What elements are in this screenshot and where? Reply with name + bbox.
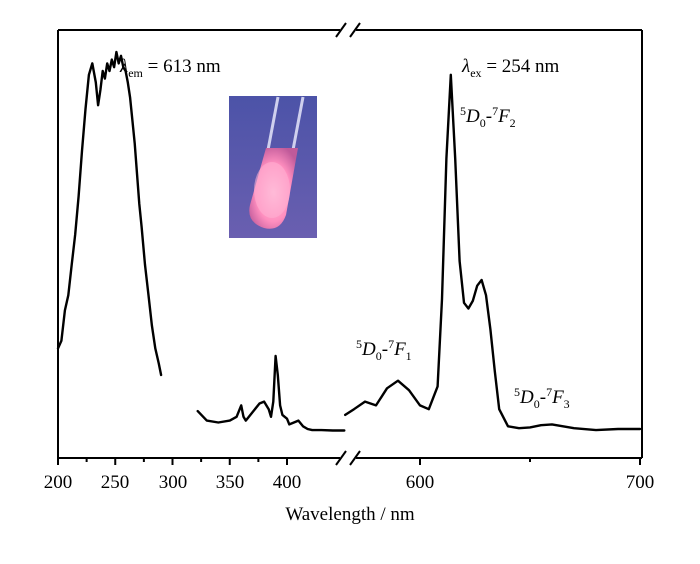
- x-tick-label-200: 200: [44, 472, 73, 493]
- transition-label-f2: 5D0-7F2: [460, 104, 516, 130]
- excitation-series-left: [56, 50, 163, 377]
- plot-frame: [57, 29, 643, 459]
- x-tick-label-250: 250: [101, 472, 130, 493]
- x-tick-label-700: 700: [626, 472, 655, 493]
- axis-break-bottom: [335, 450, 361, 466]
- x-tick-label-400: 400: [273, 472, 302, 493]
- x-tick-label-350: 350: [216, 472, 245, 493]
- ex-wavelength-label: λex = 254 nm: [461, 56, 560, 80]
- excitation-series-middle: [196, 354, 346, 432]
- axis-break-top: [335, 22, 361, 38]
- x-tick-label-600: 600: [406, 472, 435, 493]
- em-wavelength-label: λem = 613 nm: [119, 56, 221, 80]
- x-tick-label-300: 300: [159, 472, 188, 493]
- emission-series: [344, 73, 642, 432]
- transition-label-f3: 5D0-7F3: [514, 385, 570, 411]
- glowing-test-tube-photo: [229, 96, 317, 238]
- x-axis-title: Wavelength / nm: [285, 504, 415, 525]
- x-ticks-left: [57, 458, 288, 465]
- transition-label-f1: 5D0-7F1: [356, 337, 412, 363]
- x-ticks-right: [419, 458, 641, 465]
